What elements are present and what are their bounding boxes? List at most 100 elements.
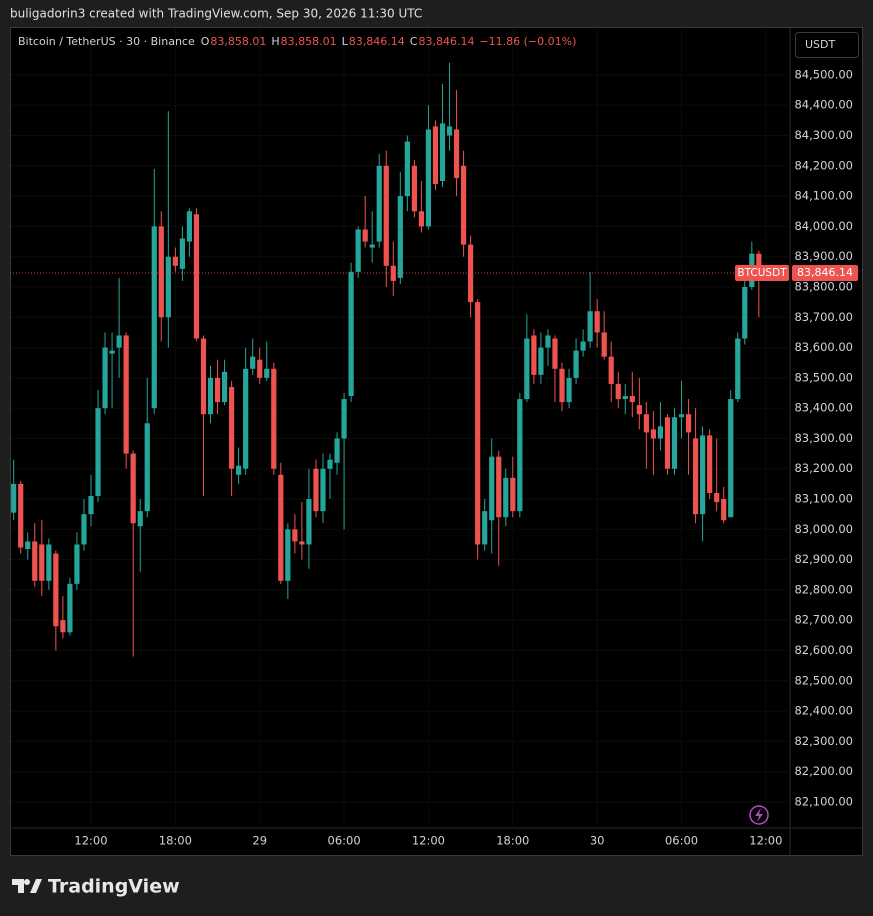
candle-body (397, 196, 403, 278)
y-tick-label: 83,700.00 (794, 310, 853, 324)
x-tick-label: 30 (590, 834, 605, 848)
candle-body (685, 414, 692, 433)
candle-body (545, 335, 551, 348)
y-tick-label: 84,300.00 (794, 128, 853, 142)
lightning-icon[interactable] (749, 805, 769, 825)
candle-body (102, 347, 108, 409)
price-tag (792, 265, 858, 282)
candle-body (221, 371, 228, 403)
header-text: buligadorin3 created with TradingView.co… (10, 7, 422, 21)
y-tick-label: 84,100.00 (794, 189, 853, 203)
legend-value: 83,858.01 (210, 35, 266, 48)
x-tick-label: 29 (252, 834, 267, 848)
candle-body (172, 256, 178, 266)
candle-body (158, 226, 164, 318)
y-tick-label: 84,200.00 (794, 158, 853, 172)
candle-body (510, 477, 516, 512)
candle-body (524, 338, 530, 400)
legend-key: L (342, 35, 349, 48)
candle-body (327, 459, 333, 469)
candle-body (207, 377, 214, 415)
y-tick-label: 83,000.00 (794, 522, 853, 536)
candle-body (383, 165, 389, 266)
candle-body (622, 396, 628, 400)
logo-mark (12, 879, 42, 893)
candle-body (615, 383, 621, 400)
candle-body (657, 426, 664, 439)
x-tick-label: 18:00 (159, 834, 192, 848)
candle-body (468, 244, 474, 303)
candle-body (257, 359, 263, 378)
candle-body (707, 435, 713, 493)
candle-body (46, 544, 52, 581)
candle-body (18, 483, 24, 548)
candle-body (573, 350, 579, 378)
candle-body (742, 286, 748, 339)
candle-body (355, 229, 361, 272)
candle-body (735, 338, 741, 400)
candle-body (390, 265, 396, 281)
candle-body (32, 541, 38, 581)
candle-body (756, 253, 762, 274)
candle-body (629, 396, 635, 403)
candle-body (475, 302, 481, 545)
candle-body (482, 511, 488, 545)
candle-body (179, 238, 185, 269)
candle-body (313, 468, 319, 512)
x-tick-label: 12:00 (74, 834, 107, 848)
x-tick-label: 12:00 (412, 834, 445, 848)
candle-body (692, 438, 699, 515)
candle-body (411, 165, 417, 212)
candle-body (594, 311, 600, 333)
y-tick-label: 82,700.00 (794, 613, 853, 627)
y-tick-label: 83,300.00 (794, 431, 853, 445)
y-tick-label: 83,400.00 (794, 401, 853, 415)
y-tick-label: 84,000.00 (794, 219, 853, 233)
candle-body (531, 335, 537, 375)
y-tick-label: 82,300.00 (794, 734, 853, 748)
candle-body (636, 405, 642, 415)
candle-body (425, 129, 432, 227)
candle-body (700, 435, 706, 515)
y-tick-label: 83,100.00 (794, 492, 853, 506)
candle-body (151, 226, 157, 409)
candle-body (643, 414, 649, 433)
candle-body (566, 377, 572, 403)
candle-body (299, 541, 305, 545)
candle-body (95, 408, 101, 497)
candle-body (460, 165, 467, 245)
legend-key: C (410, 35, 418, 48)
candle-body (74, 544, 80, 584)
candle-body (671, 417, 678, 469)
candle-body (60, 620, 66, 633)
candle-body (229, 386, 235, 469)
currency-button[interactable] (795, 32, 859, 58)
legend-value: 83,858.01 (281, 35, 337, 48)
candle-body (587, 311, 593, 342)
candle-body (362, 229, 368, 242)
candle-body (264, 368, 270, 378)
currency-label[interactable]: USDT (805, 38, 836, 51)
y-tick-label: 83,600.00 (794, 340, 853, 354)
y-tick-label: 82,200.00 (794, 764, 853, 778)
y-tick-label: 82,900.00 (794, 552, 853, 566)
candle-body (81, 514, 87, 545)
candle-body (123, 335, 129, 454)
y-tick-label: 83,200.00 (794, 461, 853, 475)
legend-change: −11.86 (−0.01%) (479, 35, 576, 48)
symbol-tag-label: BTCUSDT (737, 267, 787, 279)
candle-body (376, 165, 382, 242)
candle-body (306, 499, 312, 545)
candle-body (271, 368, 277, 469)
candle-body (496, 456, 502, 518)
candle-body (489, 456, 495, 521)
candle-body (39, 544, 45, 581)
candle-body (25, 541, 31, 550)
candle-body (538, 347, 544, 375)
candle-body (664, 417, 671, 469)
legend-key: H (271, 35, 279, 48)
candle-body (601, 332, 607, 357)
candle-body (650, 429, 656, 439)
candle-body (88, 496, 94, 515)
